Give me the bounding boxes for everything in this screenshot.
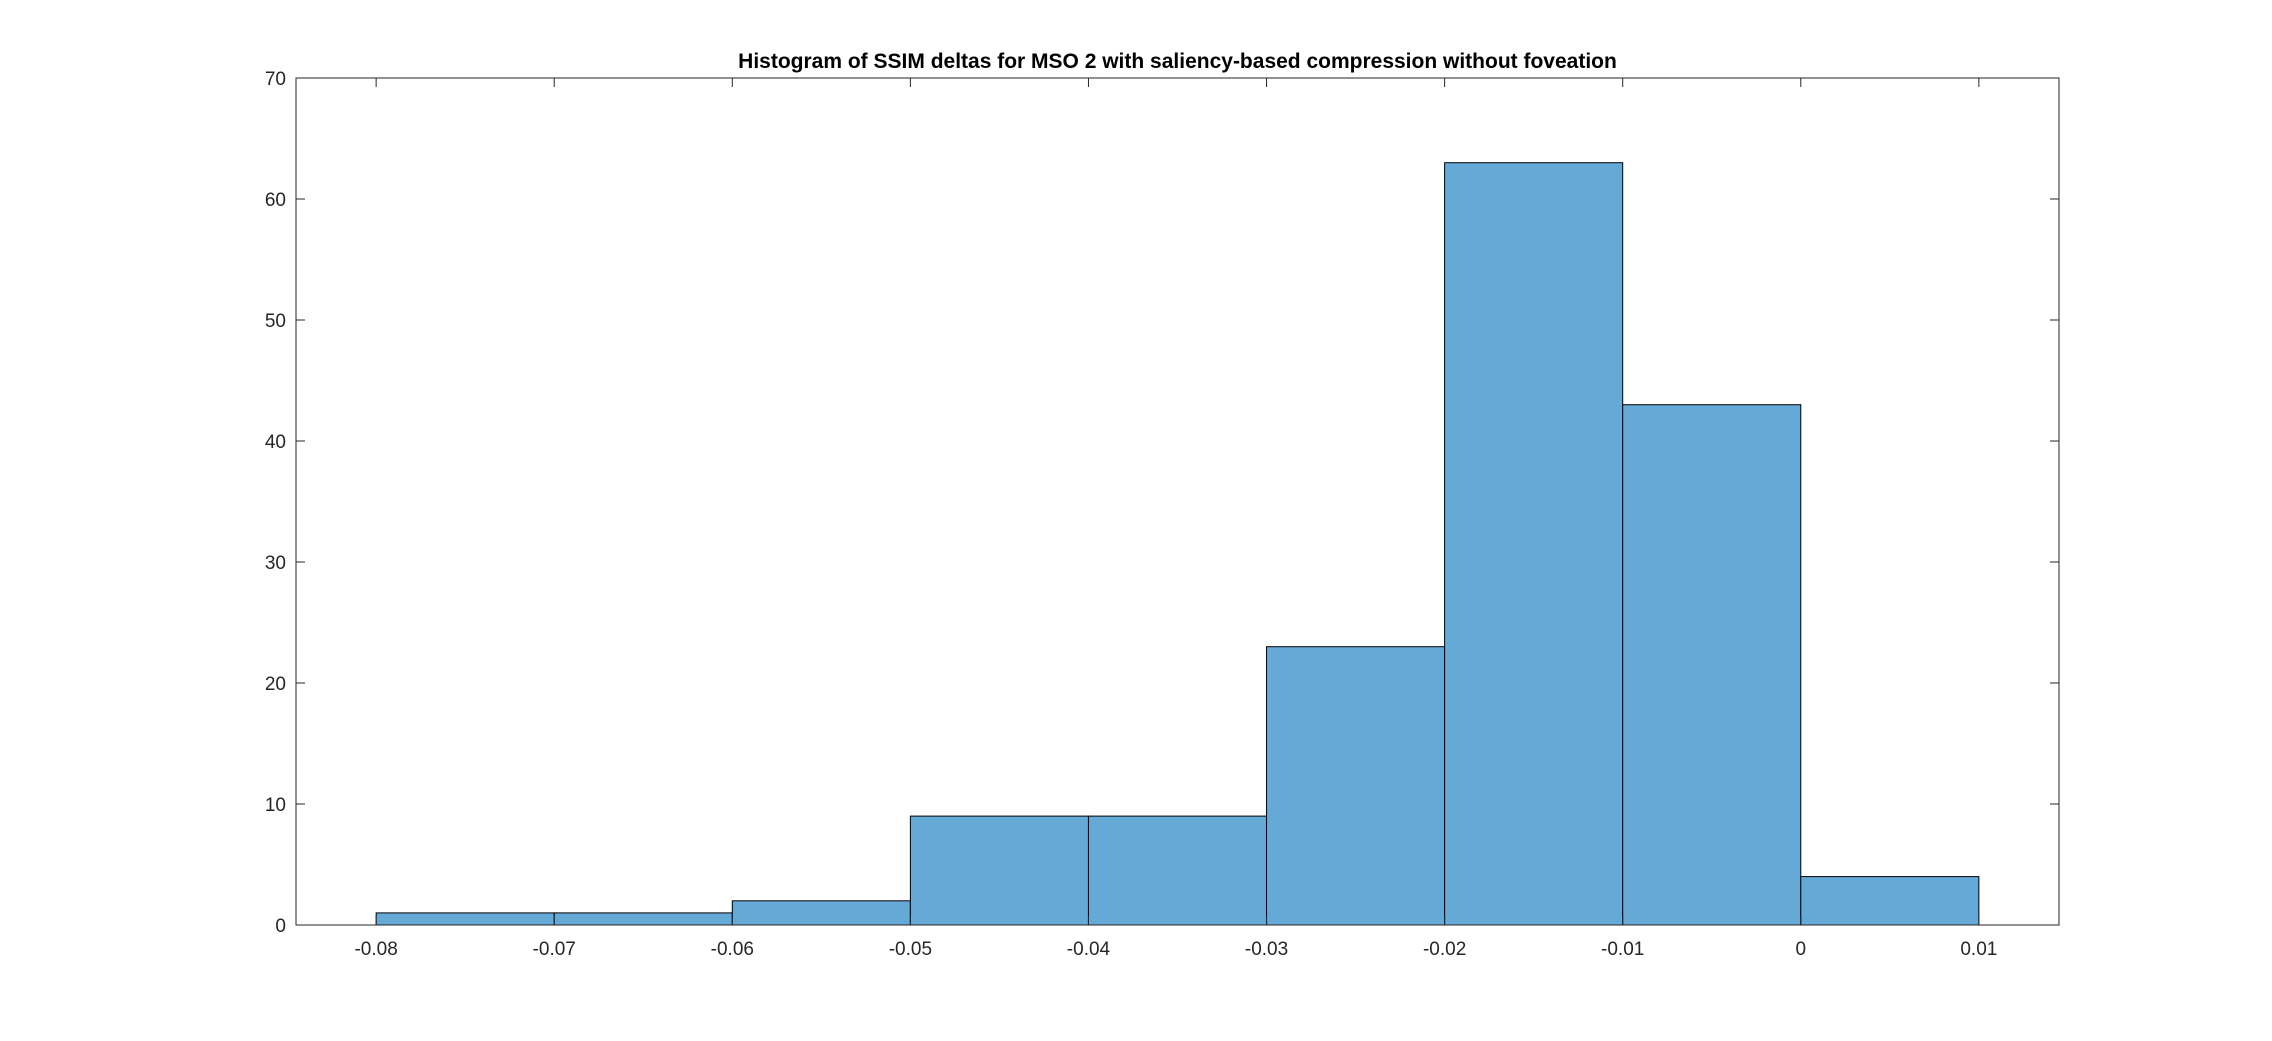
x-tick-label: -0.03: [1245, 939, 1288, 960]
histogram-bar: [1266, 646, 1446, 926]
y-tick-label: 10: [265, 795, 286, 816]
y-tick-label: 70: [265, 69, 286, 90]
x-tick-label: -0.08: [354, 939, 397, 960]
x-tick-label: 0: [1795, 939, 1806, 960]
y-tick-label: 40: [265, 432, 286, 453]
y-tick-label: 30: [265, 553, 286, 574]
y-tick-label: 0: [275, 916, 286, 937]
chart-title: Histogram of SSIM deltas for MSO 2 with …: [738, 50, 1617, 73]
histogram-bar: [553, 912, 733, 926]
histogram-bar: [1800, 876, 1980, 926]
x-tick-label: -0.05: [889, 939, 932, 960]
histogram-bar: [731, 900, 911, 926]
axes-box: [295, 77, 2060, 926]
x-tick-label: -0.07: [533, 939, 576, 960]
histogram-bar: [1087, 815, 1268, 926]
x-tick-label: 0.01: [1960, 939, 1997, 960]
bars-group: [375, 162, 1980, 926]
x-tick-label: -0.01: [1601, 939, 1644, 960]
y-tick-label: 50: [265, 311, 286, 332]
x-tick-label: -0.06: [711, 939, 754, 960]
ticks-group: -0.08 -0.07 -0.06 -0.05 -0.04 -0.03 -0.02 -0.01…: [265, 69, 2059, 960]
y-tick-label: 60: [265, 190, 286, 211]
histogram-bar: [1622, 404, 1802, 926]
histogram-bar: [909, 815, 1089, 926]
x-tick-label: -0.02: [1423, 939, 1466, 960]
histogram-bar: [375, 912, 555, 926]
histogram-bar: [1444, 162, 1624, 926]
x-tick-label: -0.04: [1067, 939, 1111, 960]
y-tick-label: 20: [265, 674, 286, 695]
